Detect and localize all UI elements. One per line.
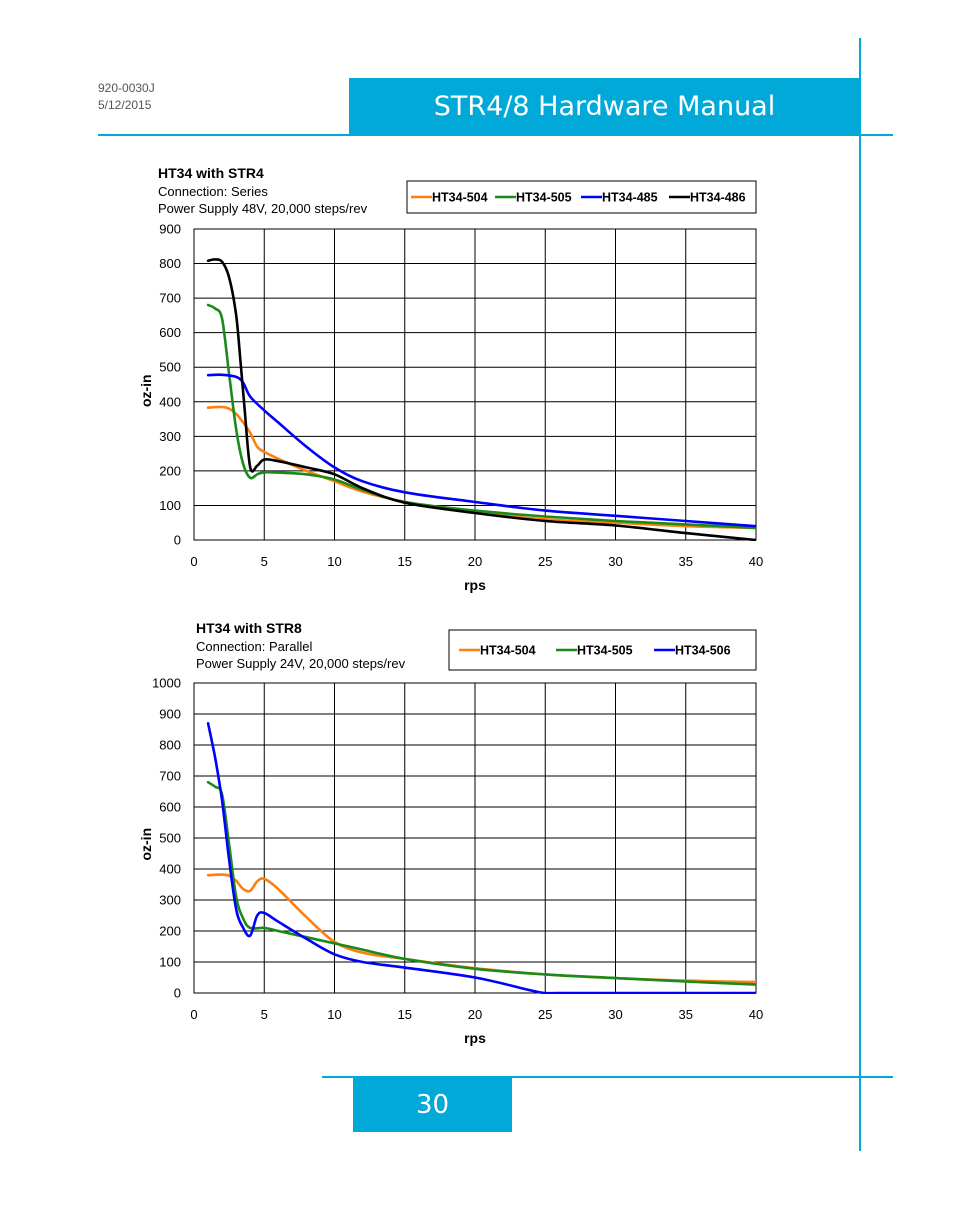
- y-tick-label: 100: [159, 955, 181, 970]
- x-tick-label: 0: [190, 1007, 197, 1022]
- series-line-ht34-506: [206, 722, 756, 994]
- y-tick-label: 200: [159, 924, 181, 939]
- torque-chart-str4: HT34 with STR4 Connection: Series Power Su…: [138, 165, 763, 593]
- torque-chart-str8: HT34 with STR8 Connection: Parallel Power …: [138, 620, 763, 1046]
- chart-legend: HT34-504 HT34-505 HT34-506: [448, 629, 757, 671]
- plot-area-frame: [193, 228, 757, 541]
- y-tick-label: 600: [159, 800, 181, 815]
- series-lines: [206, 722, 756, 994]
- series-line-ht34-504: [206, 405, 756, 530]
- x-tick-label: 5: [261, 554, 268, 569]
- gridlines: [193, 228, 757, 541]
- x-tick-label: 35: [679, 1007, 693, 1022]
- y-axis-label: oz-in: [138, 828, 154, 861]
- right-margin-rule: [859, 38, 861, 1151]
- document-date: 5/12/2015: [98, 98, 152, 112]
- y-tick-label: 800: [159, 738, 181, 753]
- x-tick-label: 20: [468, 554, 482, 569]
- page-number: 30: [415, 1089, 450, 1120]
- y-tick-label: 500: [159, 831, 181, 846]
- legend-label: HT34-504: [432, 191, 488, 205]
- document-number: 920-0030J: [98, 81, 155, 95]
- legend-label: HT34-486: [690, 191, 746, 205]
- y-tick-label: 700: [159, 291, 181, 306]
- legend-label: HT34-505: [577, 644, 633, 658]
- y-tick-label: 600: [159, 325, 181, 340]
- y-tick-label: 1000: [152, 676, 181, 691]
- document-info: 920-0030J 5/12/2015: [98, 80, 155, 114]
- x-tick-label: 35: [679, 554, 693, 569]
- y-tick-label: 400: [159, 862, 181, 877]
- plot-area-frame: [193, 682, 757, 994]
- y-axis-label: oz-in: [138, 374, 154, 407]
- x-axis-label: rps: [464, 577, 486, 593]
- x-tick-label: 10: [327, 1007, 341, 1022]
- series-line-ht34-485: [206, 373, 756, 528]
- legend-label: HT34-506: [675, 644, 731, 658]
- legend-box: [406, 180, 757, 214]
- page-number-box: 30: [353, 1077, 512, 1132]
- x-tick-label: 20: [468, 1007, 482, 1022]
- x-tick-label: 15: [398, 1007, 412, 1022]
- x-tick-label: 15: [398, 554, 412, 569]
- series-line-ht34-486: [206, 258, 756, 541]
- chart-legend: HT34-504 HT34-505 HT34-485 HT34-486: [406, 180, 757, 214]
- manual-title: STR4/8 Hardware Manual: [433, 90, 776, 122]
- x-tick-label: 25: [538, 554, 552, 569]
- y-tick-label: 700: [159, 769, 181, 784]
- x-tick-label: 40: [749, 554, 763, 569]
- y-tick-label: 300: [159, 893, 181, 908]
- y-tick-label: 900: [159, 707, 181, 722]
- series-line-ht34-505: [206, 780, 756, 986]
- x-tick-label: 40: [749, 1007, 763, 1022]
- chart-title: HT34 with STR4: [158, 165, 264, 181]
- y-tick-label: 100: [159, 498, 181, 513]
- footer-divider: [322, 1076, 893, 1078]
- chart-subtitle-line: Power Supply 48V, 20,000 steps/rev: [158, 201, 368, 216]
- manual-title-bar: STR4/8 Hardware Manual: [349, 78, 860, 134]
- y-tick-label: 200: [159, 463, 181, 478]
- x-tick-label: 10: [327, 554, 341, 569]
- chart-subtitle-line: Connection: Parallel: [196, 639, 312, 654]
- x-tick-label: 30: [608, 1007, 622, 1022]
- x-tick-label: 25: [538, 1007, 552, 1022]
- series-line-ht34-505: [206, 303, 756, 530]
- y-tick-label: 0: [174, 533, 181, 548]
- chart-title: HT34 with STR8: [196, 620, 302, 636]
- gridlines: [193, 682, 757, 994]
- y-tick-label: 300: [159, 429, 181, 444]
- x-tick-label: 30: [608, 554, 622, 569]
- series-lines: [206, 258, 756, 541]
- x-axis-label: rps: [464, 1030, 486, 1046]
- legend-label: HT34-485: [602, 191, 658, 205]
- legend-label: HT34-504: [480, 644, 536, 658]
- y-tick-label: 800: [159, 256, 181, 271]
- chart-subtitle-line: Connection: Series: [158, 184, 268, 199]
- header-divider: [98, 134, 893, 136]
- x-tick-label: 5: [261, 1007, 268, 1022]
- legend-box: [448, 629, 757, 671]
- y-tick-label: 400: [159, 394, 181, 409]
- legend-label: HT34-505: [516, 191, 572, 205]
- x-tick-label: 0: [190, 554, 197, 569]
- chart-subtitle-line: Power Supply 24V, 20,000 steps/rev: [196, 656, 406, 671]
- y-tick-label: 0: [174, 986, 181, 1001]
- y-tick-label: 900: [159, 222, 181, 237]
- y-tick-label: 500: [159, 360, 181, 375]
